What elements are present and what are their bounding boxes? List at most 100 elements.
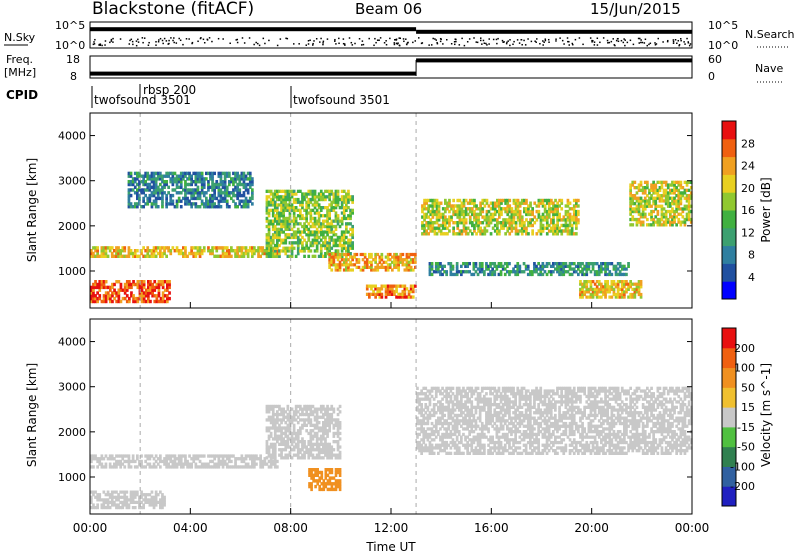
scatter-cell — [104, 493, 108, 497]
scatter-cell — [169, 196, 173, 201]
scatter-cell — [518, 201, 522, 205]
scatter-cell — [123, 498, 127, 502]
scatter-cell — [215, 462, 219, 466]
scatter-cell — [324, 206, 327, 210]
scatter-cell — [155, 285, 159, 290]
scatter-cell — [556, 267, 559, 271]
scatter-cell — [451, 427, 455, 431]
scatter-cell — [147, 280, 150, 284]
scatter-cell — [660, 209, 664, 214]
scatter-cell — [106, 493, 110, 497]
scatter-cell — [309, 453, 313, 457]
scatter-cell — [666, 209, 670, 214]
scatter-cell — [591, 295, 595, 299]
scatter-cell — [119, 299, 123, 304]
scatter-cell — [225, 191, 229, 195]
scatter-cell — [319, 437, 323, 441]
scatter-cell — [267, 224, 271, 229]
scatter-cell — [673, 220, 676, 224]
scatter-cell — [301, 246, 304, 250]
scatter-cell — [90, 459, 93, 464]
scatter-cell — [380, 258, 384, 262]
scatter-cell — [257, 254, 260, 258]
scatter-cell — [154, 465, 158, 469]
scatter-cell — [115, 490, 118, 494]
scatter-cell — [168, 282, 171, 287]
scatter-cell — [115, 251, 118, 256]
scatter-cell — [106, 285, 110, 290]
scatter-cell — [635, 207, 639, 211]
scatter-cell — [154, 205, 158, 209]
scatter-cell — [342, 241, 346, 245]
scatter-cell — [416, 427, 419, 431]
scatter-cell — [338, 470, 342, 475]
scatter-cell — [428, 267, 432, 271]
scatter-cell — [102, 299, 106, 304]
scatter-cell — [303, 195, 306, 199]
scatter-cell — [271, 214, 275, 218]
scatter-cell — [471, 223, 474, 228]
scatter-cell — [368, 292, 371, 296]
scatter-cell — [468, 215, 472, 219]
scatter-cell — [125, 495, 129, 499]
scatter-cell — [485, 264, 488, 268]
scatter-cell — [200, 249, 204, 253]
scatter-cell — [90, 299, 93, 304]
scatter-cell — [294, 418, 298, 422]
scatter-cell — [679, 183, 683, 187]
scatter-cell — [267, 404, 271, 409]
scatter-cell — [430, 389, 434, 393]
scatter-cell — [322, 423, 325, 427]
scatter-cell — [221, 185, 225, 189]
scatter-cell — [441, 424, 444, 428]
scatter-cell — [154, 498, 158, 502]
scatter-cell — [496, 209, 499, 214]
nsearch-point — [648, 43, 650, 46]
nsearch-point — [582, 43, 584, 46]
nsearch-point — [142, 41, 144, 44]
scatter-cell — [157, 294, 161, 298]
scatter-cell — [643, 212, 647, 216]
scatter-cell — [550, 207, 553, 211]
nsky-tick-bottom: 10^0 — [55, 39, 85, 52]
scatter-cell — [430, 264, 434, 268]
scatter-cell — [328, 487, 332, 492]
scatter-cell — [217, 205, 221, 209]
scatter-cell — [491, 272, 494, 277]
nsearch-point — [135, 44, 138, 47]
scatter-cell — [246, 191, 250, 195]
scatter-cell — [171, 462, 175, 466]
scatter-cell — [439, 427, 442, 431]
scatter-cell — [280, 219, 283, 223]
scatter-cell — [545, 223, 549, 228]
scatter-cell — [541, 212, 545, 217]
scatter-cell — [533, 267, 536, 271]
scatter-cell — [428, 411, 432, 415]
nsearch-label: N.Search — [745, 28, 795, 41]
scatter-cell — [429, 198, 433, 203]
scatter-cell — [276, 206, 279, 210]
scatter-cell — [125, 500, 129, 504]
scatter-cell — [473, 223, 476, 228]
scatter-cell — [625, 290, 628, 294]
scatter-cell — [305, 407, 308, 411]
scatter-cell — [280, 434, 283, 438]
scatter-cell — [643, 204, 647, 208]
scatter-cell — [223, 191, 227, 195]
scatter-cell — [443, 394, 446, 399]
scatter-cell — [271, 415, 275, 419]
scatter-cell — [428, 427, 432, 431]
scatter-cell — [278, 238, 281, 242]
scatter-cell — [669, 204, 672, 208]
scatter-cell — [428, 443, 432, 447]
scatter-cell — [427, 223, 430, 228]
scatter-cell — [564, 209, 568, 214]
scatter-cell — [278, 448, 281, 452]
scatter-cell — [96, 503, 99, 507]
scatter-cell — [192, 191, 196, 195]
scatter-cell — [444, 223, 447, 228]
scatter-cell — [372, 268, 375, 272]
scatter-cell — [177, 249, 181, 253]
scatter-cell — [102, 296, 106, 301]
scatter-cell — [104, 299, 108, 304]
